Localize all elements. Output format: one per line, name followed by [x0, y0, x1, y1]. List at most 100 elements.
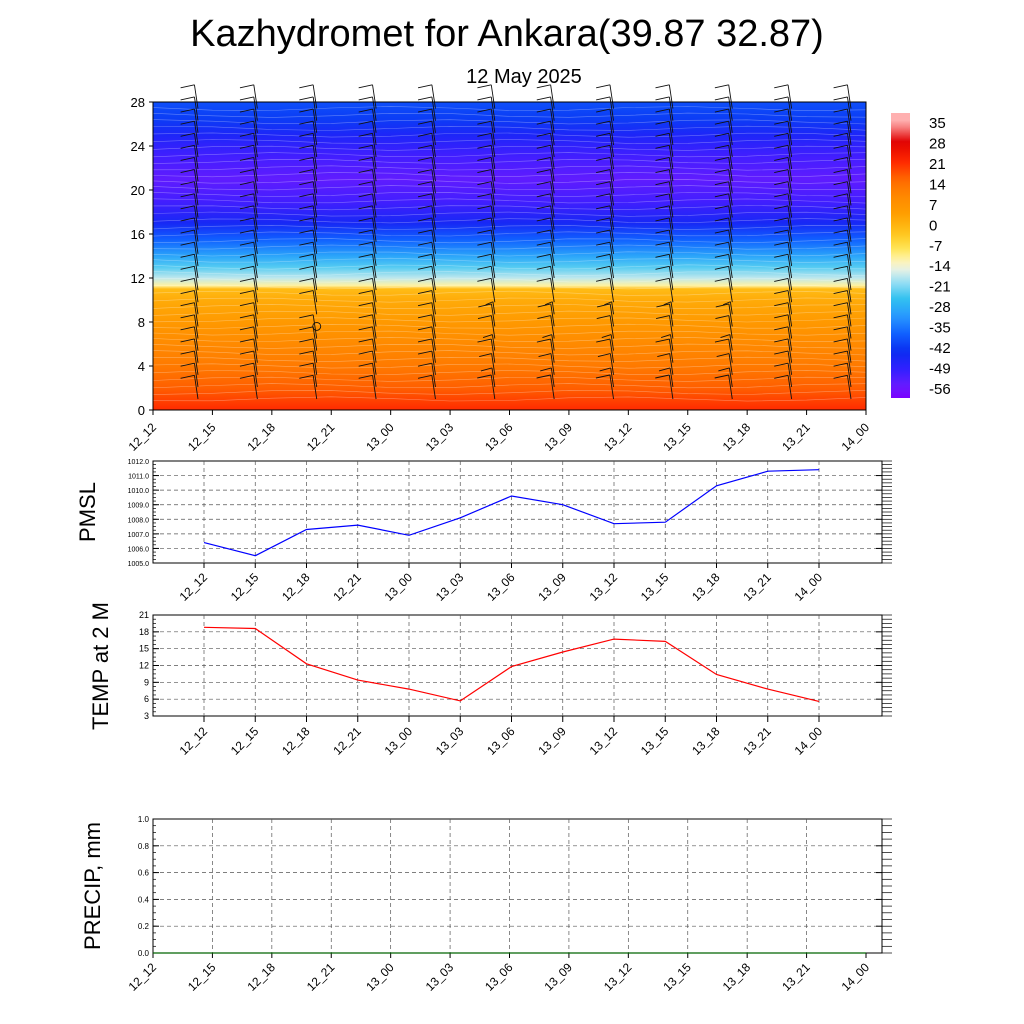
barb-flag: [477, 120, 492, 125]
contour-line: [152, 205, 867, 211]
barb-shaft: [372, 181, 377, 206]
barb-flag: [477, 374, 492, 379]
barb-flag: [714, 277, 729, 282]
barb-shaft: [253, 278, 258, 303]
barb-shaft: [550, 266, 555, 291]
barb-shaft: [846, 266, 852, 291]
barb-shaft: [431, 375, 436, 400]
barb-flag: [239, 96, 254, 101]
barb-shaft: [312, 169, 318, 194]
barb-flag: [417, 120, 432, 125]
colorbar-label: 14: [929, 176, 946, 193]
barb-shaft: [550, 353, 555, 375]
barb-flag: [239, 120, 254, 125]
barb-shaft: [253, 181, 258, 206]
barb-flag: [485, 301, 494, 306]
barb-shaft: [431, 351, 436, 375]
barb-shaft: [846, 314, 852, 339]
barb-shaft: [611, 301, 614, 315]
barb-flag: [417, 108, 432, 113]
barb-shaft: [431, 121, 436, 145]
barb-flag: [358, 120, 373, 125]
barb-flag: [714, 374, 729, 379]
barb-flag: [239, 181, 254, 186]
barb-shaft: [431, 157, 436, 182]
barb-shaft: [312, 157, 318, 182]
barb-shaft: [550, 367, 555, 387]
barb-flag: [299, 362, 314, 367]
barb-flag: [299, 314, 314, 319]
x-tick-label: 13_21: [779, 420, 813, 454]
colorbar-label: -21: [929, 279, 951, 296]
barb-shaft: [609, 278, 614, 303]
x-tick-label: 12_18: [244, 960, 278, 994]
barb-shaft: [253, 351, 258, 375]
barb-flag: [239, 241, 254, 246]
y-tick-label: 9: [144, 677, 149, 687]
contour-line: [152, 132, 867, 138]
barb-shaft: [609, 169, 614, 194]
barb-flag: [833, 314, 848, 319]
barb-shaft: [728, 133, 733, 158]
barb-shaft: [372, 84, 377, 109]
x-tick-label: 12_15: [185, 960, 219, 994]
barb-flag: [833, 290, 848, 295]
barb-flag: [833, 241, 848, 246]
barb-flag: [774, 241, 789, 246]
barb-flag: [536, 132, 551, 137]
barb-flag: [239, 132, 254, 137]
barb-flag: [536, 169, 551, 174]
barb-flag: [536, 205, 551, 210]
barb-shaft: [550, 96, 555, 121]
barb-shaft: [846, 363, 852, 387]
barb-flag: [714, 253, 729, 258]
contour-line: [152, 310, 867, 316]
barb-flag: [239, 205, 254, 210]
barb-shaft: [846, 290, 852, 315]
barb-flag: [358, 144, 373, 149]
barb-flag: [180, 205, 195, 210]
barb-shaft: [846, 96, 852, 121]
barb-flag: [477, 157, 492, 161]
barb-shaft: [609, 121, 614, 145]
barb-flag: [596, 157, 611, 161]
barb-flag: [536, 84, 551, 89]
barb-shaft: [609, 254, 614, 279]
barb-flag: [299, 350, 314, 355]
barb-shaft: [728, 121, 733, 145]
barb-flag: [657, 353, 670, 357]
barb-flag: [358, 229, 373, 234]
barb-shaft: [372, 266, 377, 291]
x-tick-label: 13_21: [740, 570, 774, 604]
barb-shaft: [846, 181, 852, 206]
barb-flag: [596, 96, 611, 101]
barb-shaft: [253, 266, 258, 291]
barb-shaft: [193, 290, 199, 315]
barb-shaft: [550, 145, 555, 170]
barb-shaft: [550, 205, 555, 230]
barb-flag: [661, 334, 671, 339]
barb-flag: [714, 108, 729, 113]
barb-shaft: [491, 303, 496, 327]
barb-flag: [477, 108, 492, 113]
y-tick-label: 1.0: [138, 815, 150, 824]
barb-flag: [358, 132, 373, 137]
barb-shaft: [193, 302, 199, 327]
barb-shaft: [551, 334, 555, 351]
barb-shaft: [312, 230, 318, 254]
barb-shaft: [728, 205, 733, 230]
barb-flag: [477, 96, 492, 101]
barb-shaft: [787, 254, 793, 279]
barb-flag: [833, 326, 848, 331]
barb-shaft: [253, 109, 258, 133]
barb-flag: [655, 108, 670, 113]
contour-lines: [152, 106, 867, 402]
x-tick-label: 13_00: [363, 960, 397, 994]
y-tick-label: 24: [131, 139, 145, 154]
barb-shaft: [610, 334, 614, 351]
barb-shaft: [253, 169, 258, 194]
barb-shaft: [787, 266, 793, 291]
barb-shaft: [490, 121, 496, 145]
barb-shaft: [312, 242, 318, 266]
barb-shaft: [312, 375, 318, 400]
